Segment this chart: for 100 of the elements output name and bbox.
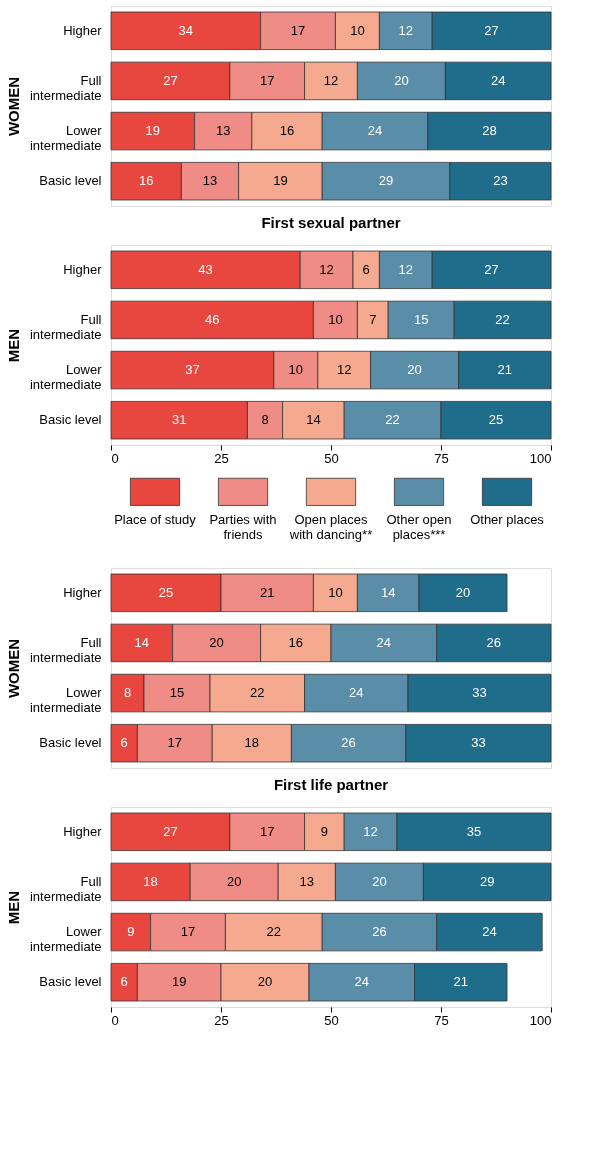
- y-tick-label: Lower intermediate: [29, 123, 103, 154]
- data-label: 27: [163, 72, 178, 88]
- y-tick-label: Full intermediate: [29, 873, 102, 904]
- data-label: 34: [178, 22, 194, 38]
- data-label: 12: [398, 261, 414, 277]
- x-tick-label: 25: [214, 450, 229, 466]
- y-tick-label: Full intermediate: [29, 311, 102, 342]
- y-tick-label: Higher: [63, 823, 103, 839]
- y-tick-label: Lower intermediate: [29, 924, 103, 955]
- data-label: 7: [369, 311, 377, 327]
- data-label: 46: [204, 311, 220, 327]
- data-label: 21: [453, 974, 469, 990]
- data-label: 15: [169, 685, 185, 701]
- data-label: 26: [372, 924, 387, 940]
- data-label: 24: [376, 634, 392, 650]
- data-label: 10: [288, 362, 304, 378]
- data-label: 19: [145, 123, 161, 139]
- data-label: 28: [482, 123, 497, 139]
- data-label: 17: [167, 735, 183, 751]
- x-tick-label: 0: [111, 1012, 119, 1028]
- x-tick-label: 50: [324, 450, 339, 466]
- data-label: 24: [367, 123, 383, 139]
- data-label: 27: [484, 261, 499, 277]
- data-label: 12: [323, 72, 339, 88]
- data-label: 16: [288, 634, 304, 650]
- data-label: 18: [143, 873, 158, 889]
- data-label: 21: [497, 362, 513, 378]
- data-label: 20: [394, 72, 409, 88]
- data-label: 43: [198, 261, 213, 277]
- x-tick-label: 25: [214, 1012, 229, 1028]
- data-label: 20: [226, 873, 242, 889]
- chart-title: First sexual partner: [261, 214, 401, 231]
- data-label: 9: [127, 924, 135, 940]
- legend-label: Other open places***: [386, 511, 452, 542]
- data-label: 10: [350, 22, 365, 38]
- data-label: 14: [134, 634, 150, 650]
- x-tick-label: 75: [434, 1012, 449, 1028]
- data-label: 20: [209, 634, 224, 650]
- data-label: 25: [488, 412, 504, 428]
- data-label: 27: [484, 22, 499, 38]
- data-label: 19: [171, 974, 187, 990]
- data-label: 6: [362, 261, 370, 277]
- data-label: 20: [407, 362, 422, 378]
- y-tick-label: Full intermediate: [29, 634, 102, 665]
- data-label: 19: [273, 173, 288, 189]
- x-tick-label: 100: [529, 1012, 552, 1028]
- legend-label: Parties with friends: [209, 511, 277, 542]
- y-axis-title: MEN: [4, 328, 22, 363]
- data-label: 26: [486, 634, 502, 650]
- data-label: 35: [466, 823, 482, 839]
- data-label: 8: [123, 685, 132, 701]
- data-label: 6: [120, 735, 128, 751]
- data-label: 12: [336, 362, 352, 378]
- data-label: 17: [259, 823, 275, 839]
- data-label: 27: [163, 823, 178, 839]
- data-label: 17: [259, 72, 275, 88]
- legend-label: Open places with dancing**: [288, 511, 373, 542]
- data-label: 29: [378, 173, 394, 189]
- x-tick-label: 100: [529, 450, 552, 466]
- data-label: 33: [471, 735, 486, 751]
- legend-label: Other places: [470, 511, 545, 527]
- data-label: 13: [202, 173, 218, 189]
- y-tick-label: Higher: [63, 584, 103, 600]
- data-label: 15: [413, 311, 429, 327]
- data-label: 21: [259, 584, 275, 600]
- data-label: 20: [372, 873, 387, 889]
- data-label: 20: [257, 974, 273, 990]
- data-label: 18: [244, 735, 260, 751]
- y-axis-title: MEN: [4, 890, 22, 925]
- data-label: 20: [455, 584, 471, 600]
- chart-title: First life partner: [273, 776, 389, 793]
- data-label: 14: [380, 584, 396, 600]
- y-tick-label: Higher: [63, 261, 103, 277]
- data-label: 31: [171, 412, 187, 428]
- y-tick-label: Basic level: [39, 735, 102, 751]
- data-label: 33: [472, 685, 487, 701]
- data-label: 12: [363, 823, 378, 839]
- y-tick-label: Basic level: [39, 173, 102, 189]
- y-tick-label: Lower intermediate: [29, 362, 103, 393]
- data-label: 13: [299, 873, 315, 889]
- data-label: 6: [120, 974, 128, 990]
- legend-label: Place of study: [114, 511, 197, 527]
- data-label: 17: [290, 22, 306, 38]
- data-label: 24: [490, 72, 506, 88]
- y-tick-label: Full intermediate: [29, 72, 102, 103]
- y-tick-label: Higher: [63, 22, 103, 38]
- data-label: 23: [493, 173, 508, 189]
- data-label: 14: [306, 412, 321, 428]
- data-label: 25: [158, 584, 174, 600]
- data-label: 10: [328, 584, 343, 600]
- data-label: 29: [479, 873, 495, 889]
- data-label: 13: [215, 123, 231, 139]
- y-tick-label: Lower intermediate: [29, 685, 103, 716]
- x-tick-label: 0: [111, 450, 119, 466]
- y-axis-title: WOMEN: [4, 638, 22, 699]
- data-label: 16: [279, 123, 295, 139]
- data-label: 24: [354, 974, 370, 990]
- data-label: 16: [138, 173, 154, 189]
- data-label: 24: [482, 924, 497, 940]
- x-tick-label: 75: [434, 450, 449, 466]
